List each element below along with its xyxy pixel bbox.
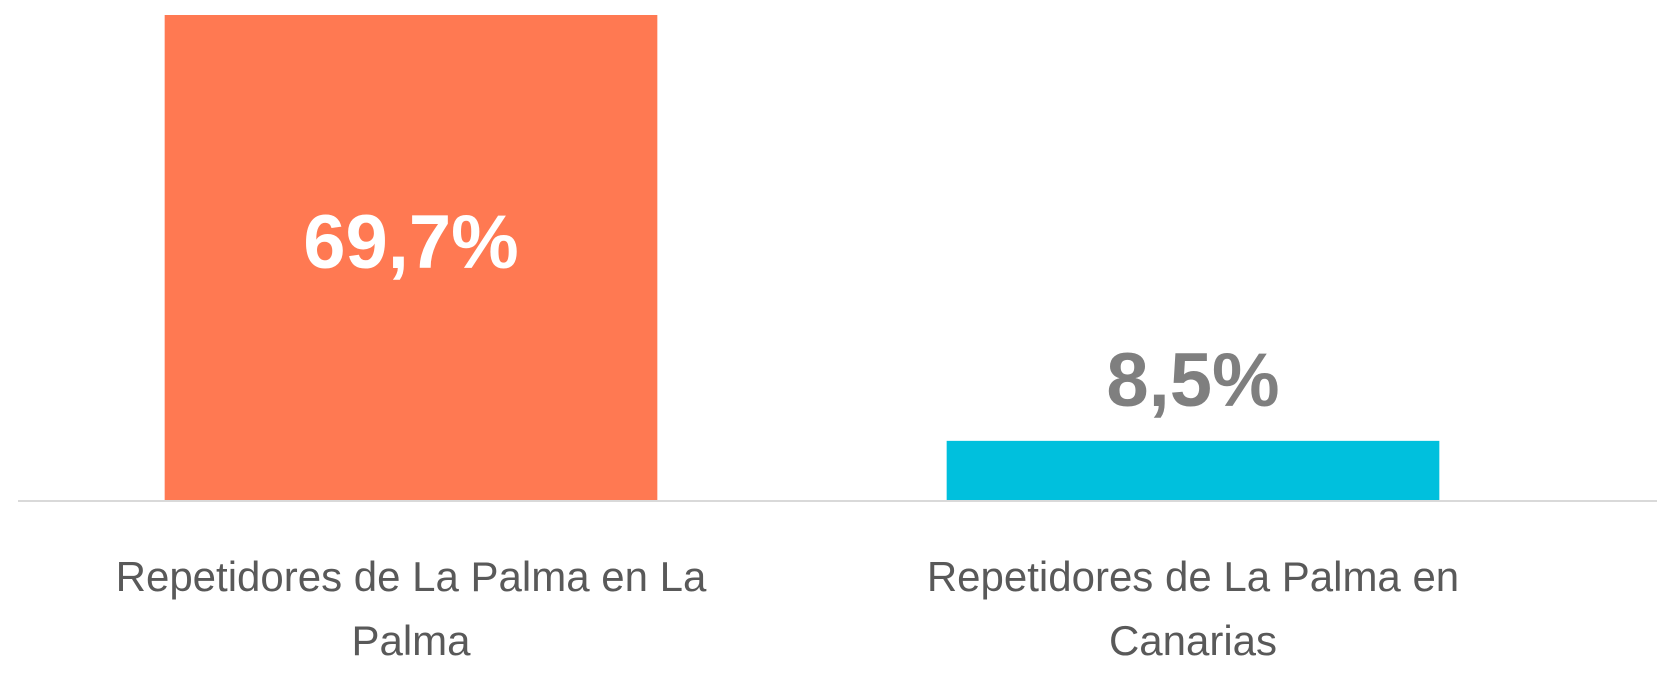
- x-tick-label: Repetidores de La Palma en La Palma: [115, 553, 707, 664]
- value-label: 69,7%: [303, 199, 519, 285]
- value-label: 8,5%: [1106, 337, 1280, 423]
- x-tick-label: Repetidores de La Palma en Canarias: [926, 553, 1460, 664]
- bar: [946, 440, 1440, 500]
- bar: [164, 15, 658, 500]
